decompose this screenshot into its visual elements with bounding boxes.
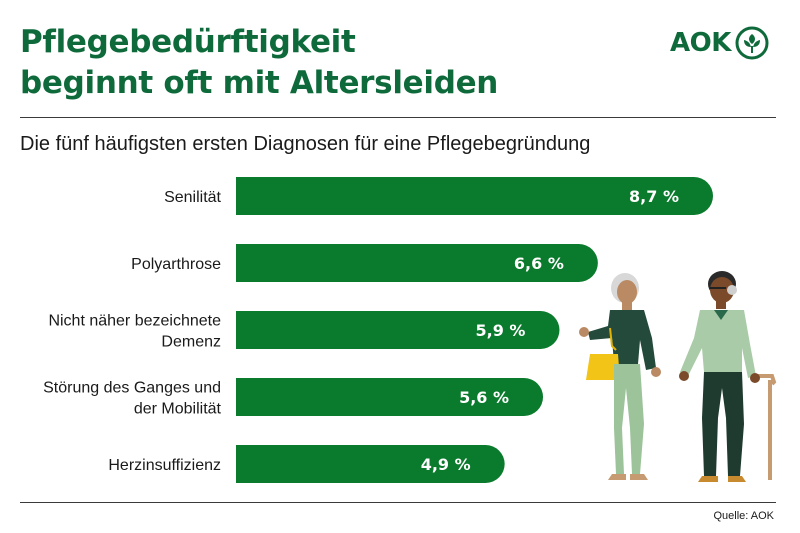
woman-figure xyxy=(579,273,661,480)
value-label-4: 4,9 % xyxy=(421,455,471,474)
bar-1 xyxy=(236,244,598,282)
bottom-divider xyxy=(20,502,776,503)
handbag xyxy=(586,354,620,380)
category-label-0-0: Senilität xyxy=(164,189,221,206)
source-note: Quelle: AOK xyxy=(713,510,774,522)
elderly-couple-illustration xyxy=(579,271,777,482)
category-label-4-0: Herzinsuffizienz xyxy=(108,457,221,474)
category-label-1-0: Polyarthrose xyxy=(131,256,221,273)
top-divider xyxy=(20,117,776,118)
bar-3 xyxy=(236,378,544,416)
bar-2 xyxy=(236,311,560,349)
category-label-3-1: der Mobilität xyxy=(134,401,222,418)
page-title: Pflegebedürftigkeit beginnt oft mit Alte… xyxy=(20,22,498,104)
man-figure xyxy=(679,271,777,482)
bar-0 xyxy=(236,177,713,215)
walking-cane xyxy=(768,380,772,480)
value-label-3: 5,6 % xyxy=(459,388,509,407)
chart-subtitle: Die fünf häufigsten ersten Diagnosen für… xyxy=(20,133,591,155)
title-line-2: beginnt oft mit Altersleiden xyxy=(20,65,499,101)
category-label-3-0: Störung des Ganges und xyxy=(43,380,221,397)
value-label-2: 5,9 % xyxy=(476,321,526,340)
logo-text: AOK xyxy=(670,28,731,58)
value-label-1: 6,6 % xyxy=(514,254,564,273)
aok-tree-icon xyxy=(735,26,769,60)
aok-logo: AOK xyxy=(670,25,780,61)
category-label-2-1: Demenz xyxy=(161,334,221,351)
category-label-2-0: Nicht näher bezeichnete xyxy=(48,313,221,330)
value-label-0: 8,7 % xyxy=(629,187,679,206)
title-line-1: Pflegebedürftigkeit xyxy=(20,24,356,60)
bar-4 xyxy=(236,445,505,483)
